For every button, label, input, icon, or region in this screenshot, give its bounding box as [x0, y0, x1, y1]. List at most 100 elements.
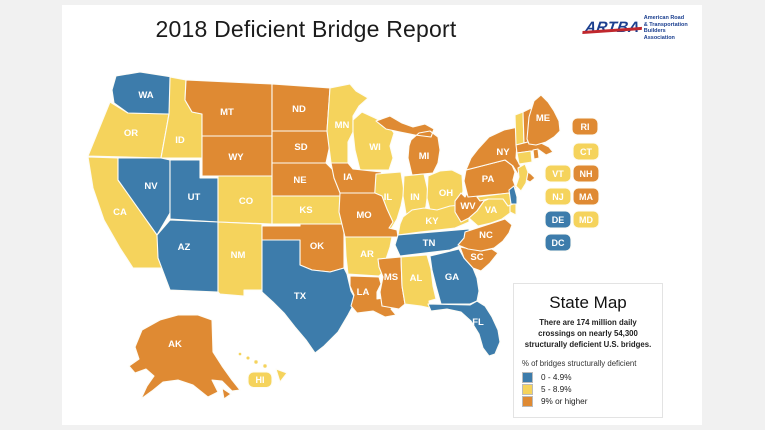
state-pill-ct: CT — [572, 142, 600, 161]
state-pill-nj-shape — [544, 187, 572, 206]
state-hi-island — [262, 363, 268, 369]
state-pill-dc: DC — [544, 233, 572, 252]
state-label-sc: SC — [470, 252, 483, 263]
state-pill-vt: VT — [544, 164, 572, 183]
state-label-id: ID — [175, 135, 185, 146]
state-me — [526, 94, 561, 146]
legend-swatch-mid — [522, 384, 533, 395]
state-hi-island — [275, 368, 288, 383]
state-label-co: CO — [239, 196, 253, 207]
state-nj — [515, 163, 529, 192]
state-ak — [128, 314, 241, 400]
artba-org-name: American Road & Transportation Builders … — [644, 15, 693, 41]
state-pill-vt-shape — [544, 164, 572, 183]
state-de — [508, 185, 518, 205]
state-pill-ri: RI — [571, 117, 599, 136]
state-pill-dc-shape — [544, 233, 572, 252]
state-label-ny: NY — [496, 147, 510, 158]
state-label-az: AZ — [178, 242, 191, 253]
state-mi — [375, 115, 441, 176]
state-ct — [516, 150, 533, 165]
state-label-ri: RI — [581, 122, 590, 132]
legend-label-mid: 5 - 8.9% — [541, 385, 572, 394]
state-al — [400, 254, 437, 309]
state-label-fl: FL — [472, 317, 484, 328]
state-pill-nh-shape — [572, 164, 600, 183]
state-hi-island — [245, 355, 251, 361]
state-label-md: MD — [579, 215, 593, 225]
state-ri — [532, 148, 540, 160]
state-pill-md: MD — [572, 210, 600, 229]
state-label-nv: NV — [144, 181, 158, 192]
state-label-ct: CT — [580, 147, 592, 157]
artba-logo: ARTBA American Road & Transportation Bui… — [582, 11, 693, 45]
state-fl — [427, 300, 501, 357]
state-label-wi: WI — [369, 142, 381, 153]
legend-label-high: 9% or higher — [541, 397, 588, 406]
artba-org-line1: American Road — [643, 15, 685, 21]
state-label-mn: MN — [335, 120, 350, 131]
state-label-sd: SD — [294, 142, 307, 153]
state-pill-ct-shape — [572, 142, 600, 161]
state-label-dc: DC — [552, 238, 565, 248]
legend-panel: State Map There are 174 million daily cr… — [513, 283, 663, 418]
state-label-ak: AK — [168, 339, 182, 350]
legend-swatch-high — [522, 396, 533, 407]
state-nc — [457, 218, 513, 252]
state-label-tn: TN — [423, 238, 436, 249]
state-label-ne: NE — [293, 175, 306, 186]
state-label-wy: WY — [228, 152, 244, 163]
state-pill-nh: NH — [572, 164, 600, 183]
state-mo — [338, 192, 399, 238]
state-label-or: OR — [124, 128, 138, 139]
state-label-nd: ND — [292, 104, 306, 115]
legend-description: There are 174 million daily crossings on… — [524, 318, 652, 349]
state-label-wv: WV — [460, 201, 476, 212]
legend-item-low: 0 - 4.9% — [522, 372, 662, 383]
state-hi-island — [253, 359, 259, 365]
state-label-tx: TX — [294, 291, 307, 302]
state-label-ar: AR — [360, 249, 374, 260]
state-label-ma: MA — [579, 192, 593, 202]
state-label-pa: PA — [482, 174, 495, 185]
state-az — [156, 219, 219, 293]
legend-scale-label: % of bridges structurally deficient — [522, 359, 637, 368]
page-title: 2018 Deficient Bridge Report — [155, 16, 457, 42]
state-pill-nj: NJ — [544, 187, 572, 206]
state-label-ga: GA — [445, 272, 459, 283]
state-label-ok: OK — [310, 241, 324, 252]
state-pill-de: DE — [544, 210, 572, 229]
legend-swatch-low — [522, 372, 533, 383]
state-label-oh: OH — [439, 188, 453, 199]
state-pill-hi-shape — [247, 371, 273, 389]
legend-heading: State Map — [549, 293, 627, 312]
state-label-wa: WA — [138, 90, 153, 101]
state-label-ut: UT — [188, 192, 201, 203]
state-label-vt: VT — [552, 169, 564, 179]
state-label-la: LA — [357, 287, 370, 298]
state-label-ms: MS — [384, 272, 398, 283]
legend-item-mid: 5 - 8.9% — [522, 384, 662, 395]
state-label-nc: NC — [479, 230, 493, 241]
state-label-ky: KY — [425, 216, 439, 227]
state-label-me: ME — [536, 113, 550, 124]
state-label-hi: HI — [256, 375, 265, 385]
state-pill-de-shape — [544, 210, 572, 229]
legend-label-low: 0 - 4.9% — [541, 373, 572, 382]
state-label-nm: NM — [231, 250, 246, 261]
state-label-il: IL — [384, 192, 393, 203]
state-label-mo: MO — [356, 210, 371, 221]
state-label-al: AL — [410, 273, 423, 284]
state-label-nh: NH — [580, 169, 593, 179]
state-label-nj: NJ — [552, 192, 564, 202]
state-pill-ma: MA — [572, 187, 600, 206]
state-label-mt: MT — [220, 107, 234, 118]
state-label-ks: KS — [299, 205, 312, 216]
state-hi-island — [238, 352, 242, 356]
state-tx — [261, 239, 357, 354]
state-label-va: VA — [485, 205, 498, 216]
state-pill-ri-shape — [571, 117, 599, 136]
state-pill-hi: HI — [247, 371, 273, 389]
